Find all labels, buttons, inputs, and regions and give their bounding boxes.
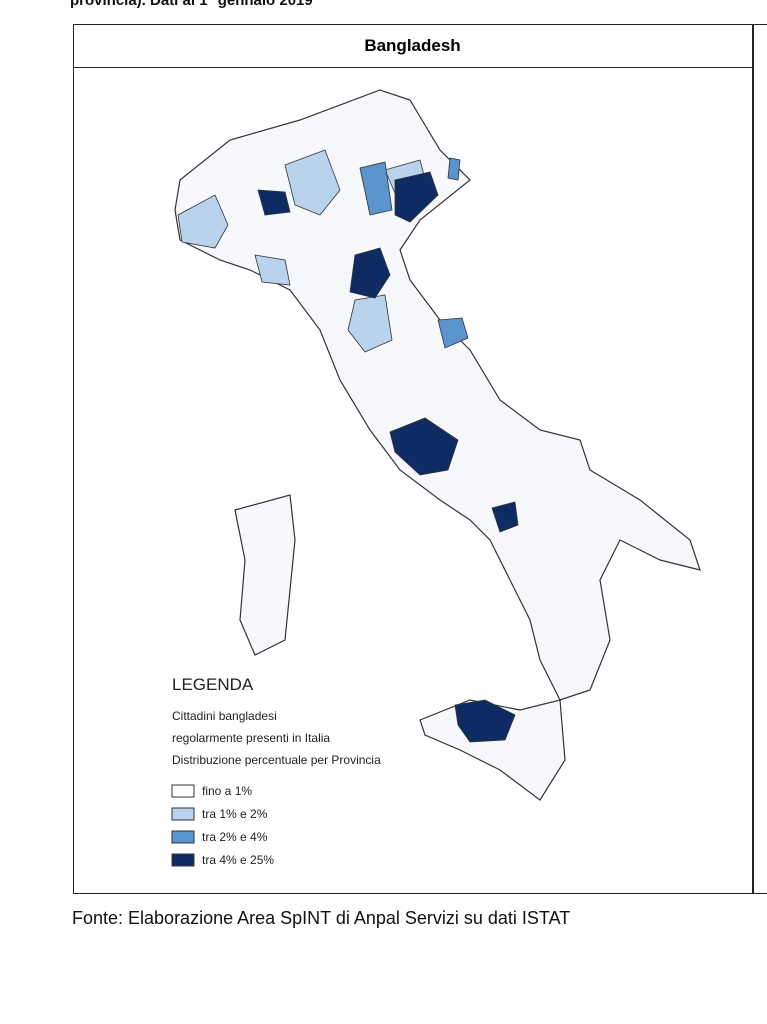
- province: [284, 149, 341, 216]
- legend-swatch: [171, 830, 195, 844]
- peninsula: [174, 89, 701, 701]
- caption: provincia). Dati al 1° gennaio 2019: [70, 0, 313, 9]
- legend-swatch: [171, 807, 195, 821]
- province: [437, 317, 469, 349]
- province: [389, 417, 459, 476]
- legend-label: tra 4% e 25%: [202, 853, 274, 867]
- table-frame: [73, 24, 767, 894]
- province: [359, 161, 393, 216]
- province: [349, 247, 391, 299]
- sardinia: [234, 494, 296, 656]
- province: [254, 254, 291, 286]
- province: [257, 189, 291, 216]
- province: [491, 501, 519, 533]
- province: [394, 171, 439, 223]
- legend-description: Cittadini bangladesi: [172, 709, 277, 723]
- province: [454, 699, 516, 743]
- legend-label: tra 1% e 2%: [202, 807, 268, 821]
- legend-title: LEGENDA: [172, 675, 254, 694]
- column-separator: [752, 24, 754, 894]
- province: [347, 294, 393, 353]
- italy-map: [174, 89, 701, 801]
- legend-label: fino a 1%: [202, 784, 252, 798]
- province: [447, 157, 461, 181]
- legend-description: regolarmente presenti in Italia: [172, 731, 330, 745]
- legend-description: Distribuzione percentuale per Provincia: [172, 753, 381, 767]
- province: [177, 194, 229, 249]
- source-note: Fonte: Elaborazione Area SpINT di Anpal …: [72, 908, 571, 928]
- legend-swatch: [171, 853, 195, 867]
- table-header: Bangladesh: [73, 24, 752, 68]
- legend-label: tra 2% e 4%: [202, 830, 268, 844]
- provinces: [177, 149, 519, 743]
- legend-swatch: [171, 784, 195, 798]
- legend: LEGENDA Cittadini bangladesi regolarment…: [171, 675, 381, 867]
